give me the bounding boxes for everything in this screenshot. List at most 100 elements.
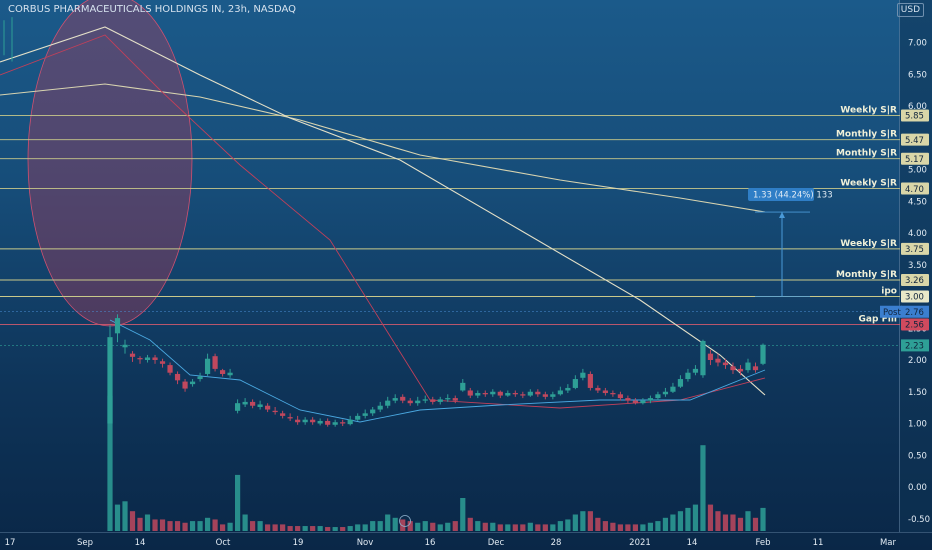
volume-bar [407, 521, 413, 531]
volume-bar [572, 514, 578, 531]
x-tick-label: 2021 [629, 538, 651, 548]
candle-body [580, 372, 586, 378]
volume-bar [587, 511, 593, 531]
candle-body [445, 398, 451, 400]
highlight-ellipse [27, 0, 193, 327]
post-tag-text: Post [883, 308, 901, 318]
volume-bar [310, 526, 316, 531]
events-icon [399, 515, 411, 527]
volume-bar [610, 522, 616, 531]
candle-body [640, 400, 646, 404]
candle-body [167, 365, 173, 373]
sr-level-label: Monthly S|R [836, 149, 897, 159]
y-tick-label: 5.00 [908, 166, 927, 176]
volume-bar [325, 527, 331, 531]
price-level-tag [901, 133, 929, 146]
volume-bar [227, 522, 233, 531]
volume-bar [317, 526, 323, 531]
volume-bar [490, 522, 496, 531]
volume-bar [602, 521, 608, 531]
y-tick-label: 6.00 [908, 102, 927, 112]
candle-body [625, 398, 631, 401]
volume-bar [730, 514, 736, 531]
candle-body [332, 422, 338, 425]
candle-body [602, 390, 608, 394]
candle-body [512, 393, 518, 395]
candle-body [745, 362, 751, 371]
candle-body [415, 400, 421, 404]
candle-body [677, 379, 684, 387]
candle-body [159, 361, 166, 364]
candle-body [129, 353, 136, 357]
volume-bar [617, 524, 623, 531]
y-tick-label: 6.50 [908, 70, 927, 80]
volume-bar [182, 522, 188, 531]
volume-bar [580, 511, 586, 531]
y-tick-label: -0.50 [908, 515, 930, 525]
candle-body [460, 382, 466, 391]
price-level-tag [901, 273, 929, 286]
candle-body [722, 362, 729, 366]
candle-body [287, 417, 293, 419]
candle-body [257, 404, 263, 407]
price-level-tag-text: 5.17 [905, 155, 924, 165]
volume-bar [677, 511, 684, 531]
price-level-tag-text: 3.75 [905, 245, 924, 255]
volume-bar [377, 521, 383, 531]
candle-body [587, 373, 593, 388]
candle-body [550, 394, 556, 397]
candle-body [174, 373, 181, 381]
candle-body [137, 358, 143, 360]
candle-body [655, 394, 661, 399]
candle-body [355, 415, 361, 420]
volume-bar [242, 514, 248, 531]
candle-body [467, 390, 473, 396]
volume-bar [159, 519, 166, 531]
measure-label: 1.33 (44.24%) 133 [753, 191, 833, 201]
candle-body [565, 387, 571, 391]
candle-body [647, 398, 654, 401]
candle-body [114, 318, 121, 334]
volume-bar [272, 524, 278, 531]
candle-body [340, 422, 346, 424]
volume-bar [535, 524, 541, 531]
candle-body [219, 370, 226, 374]
currency-badge[interactable]: USD [896, 3, 924, 17]
sr-level-label: Weekly S|R [840, 239, 897, 249]
x-tick-label: Mar [880, 538, 897, 548]
volume-bar [144, 514, 151, 531]
volume-bar [452, 521, 458, 531]
candle-body [752, 366, 759, 371]
volume-bar [212, 519, 218, 531]
price-axis-panel [900, 0, 932, 532]
volume-bar [265, 524, 271, 531]
candle-body [737, 368, 744, 372]
candle-body [572, 379, 578, 388]
x-tick-label: 14 [135, 538, 146, 548]
candle-body [325, 420, 331, 425]
ma-mid-line [0, 26, 766, 396]
last-price-tag [901, 339, 929, 352]
volume-bar [662, 517, 669, 531]
volume-bar [385, 514, 391, 531]
volume-bar [422, 521, 428, 531]
candle-body [535, 391, 541, 395]
sr-level-label: Monthly S|R [836, 130, 897, 140]
volume-bar [460, 498, 466, 531]
volume-bar [174, 521, 181, 531]
candle-body [617, 394, 623, 399]
volume-bar [340, 527, 346, 531]
volume-bar [497, 524, 503, 531]
candle-body [497, 391, 503, 396]
candle-body [295, 419, 301, 423]
x-tick-label: Dec [488, 538, 505, 548]
volume-bar [445, 522, 451, 531]
candle-body [632, 400, 639, 404]
volume-bar [625, 524, 631, 531]
candle-body [520, 394, 526, 396]
candle-body [662, 391, 669, 395]
candle-body [407, 400, 413, 404]
price-level-tag [901, 318, 929, 331]
